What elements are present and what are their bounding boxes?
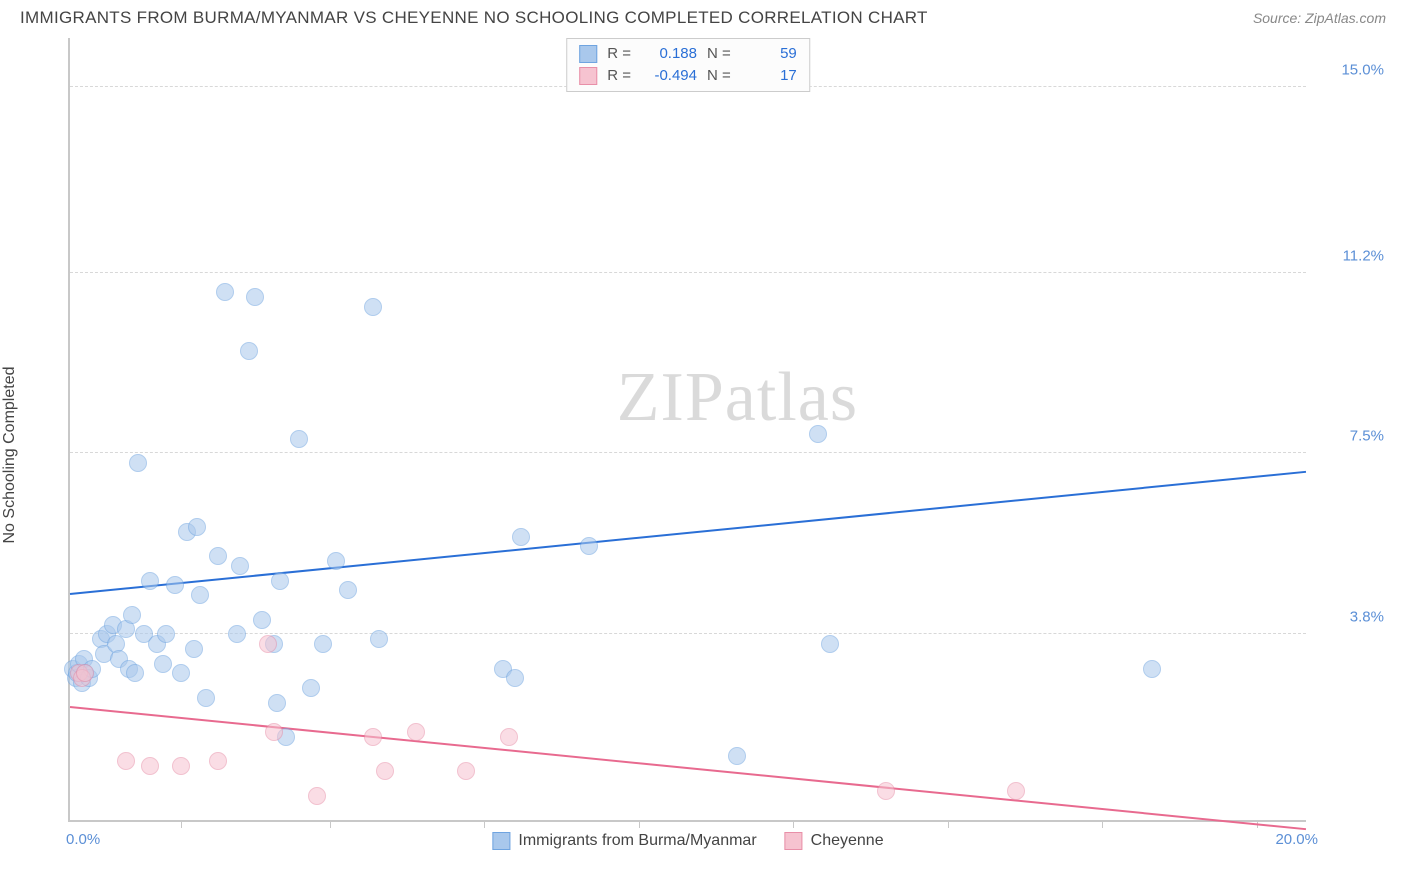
data-point [129,454,147,472]
x-tick [181,820,182,828]
y-axis-label: No Schooling Completed [1,367,19,544]
legend-row: R = 0.188 N = 59 [579,43,797,65]
data-point [271,572,289,590]
data-point [231,557,249,575]
legend-swatch [785,832,803,850]
data-point [188,518,206,536]
data-point [290,430,308,448]
y-tick-label: 11.2% [1314,247,1384,264]
data-point [302,679,320,697]
data-point [268,694,286,712]
x-axis-max: 20.0% [1275,831,1318,848]
data-point [821,635,839,653]
x-tick [948,820,949,828]
data-point [877,782,895,800]
legend-r-label: R = [607,65,631,87]
gridline [70,633,1306,634]
data-point [157,625,175,643]
data-point [327,552,345,570]
data-point [117,752,135,770]
x-tick [484,820,485,828]
trend-line [70,471,1306,595]
data-point [228,625,246,643]
data-point [809,425,827,443]
data-point [246,288,264,306]
data-point [364,298,382,316]
data-point [376,762,394,780]
data-point [259,635,277,653]
plot-area: ZIPatlas R =0.188N =59R =-0.494N =17 Imm… [68,38,1306,822]
data-point [506,669,524,687]
source-label: Source: ZipAtlas.com [1253,10,1386,26]
chart-container: No Schooling Completed ZIPatlas R =0.188… [20,38,1386,872]
legend-n-value: 59 [741,43,797,65]
legend-item: Immigrants from Burma/Myanmar [492,832,756,850]
data-point [407,723,425,741]
data-point [76,664,94,682]
data-point [253,611,271,629]
data-point [265,723,283,741]
data-point [209,547,227,565]
legend-r-value: -0.494 [641,65,697,87]
data-point [1007,782,1025,800]
legend-n-label: N = [707,65,731,87]
legend-swatch [579,45,597,63]
data-point [512,528,530,546]
data-point [457,762,475,780]
gridline [70,272,1306,273]
data-point [197,689,215,707]
y-tick-label: 3.8% [1314,609,1384,626]
data-point [126,664,144,682]
x-tick [639,820,640,828]
legend-item: Cheyenne [785,832,884,850]
legend-correlation: R = 0.188 N = 59 R = -0.494 N = 17 [566,38,810,92]
data-point [580,537,598,555]
data-point [166,576,184,594]
legend-swatch [492,832,510,850]
chart-title: IMMIGRANTS FROM BURMA/MYANMAR VS CHEYENN… [20,8,928,28]
data-point [216,283,234,301]
data-point [314,635,332,653]
legend-n-label: N = [707,43,731,65]
y-tick-label: 7.5% [1314,428,1384,445]
x-tick [330,820,331,828]
legend-r-label: R = [607,43,631,65]
data-point [123,606,141,624]
data-point [141,757,159,775]
data-point [172,757,190,775]
trend-line [70,706,1306,830]
legend-row: R = -0.494 N = 17 [579,65,797,87]
legend-r-value: 0.188 [641,43,697,65]
y-tick-label: 15.0% [1314,61,1384,78]
data-point [370,630,388,648]
x-axis-min: 0.0% [66,831,100,848]
data-point [191,586,209,604]
data-point [1143,660,1161,678]
data-point [728,747,746,765]
data-point [172,664,190,682]
gridline [70,452,1306,453]
x-tick [1102,820,1103,828]
legend-swatch [579,67,597,85]
data-point [364,728,382,746]
data-point [308,787,326,805]
legend-series-label: Immigrants from Burma/Myanmar [518,832,756,850]
legend-series: Immigrants from Burma/Myanmar Cheyenne [492,832,883,850]
legend-n-value: 17 [741,65,797,87]
data-point [141,572,159,590]
data-point [339,581,357,599]
data-point [209,752,227,770]
data-point [240,342,258,360]
data-point [500,728,518,746]
legend-series-label: Cheyenne [811,832,884,850]
data-point [185,640,203,658]
x-tick [793,820,794,828]
data-point [154,655,172,673]
